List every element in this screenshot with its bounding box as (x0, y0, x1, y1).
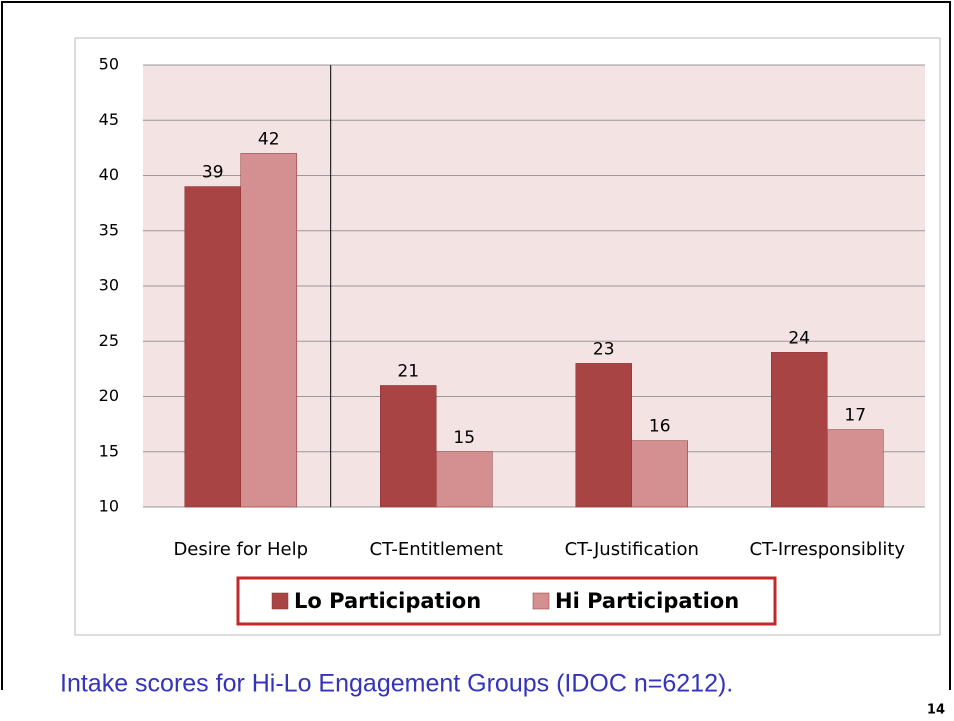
value-label: 24 (788, 328, 810, 348)
value-label: 16 (649, 417, 671, 437)
y-tick-label: 35 (99, 220, 119, 239)
value-label: 21 (397, 361, 419, 381)
bar (184, 186, 241, 508)
y-tick-label: 20 (99, 386, 119, 405)
legend-box (236, 576, 777, 626)
legend-swatch (271, 592, 289, 610)
legend-label: Hi Participation (555, 589, 739, 613)
slide-border (1, 1, 951, 690)
x-tick-label: CT-Irresponsiblity (749, 539, 905, 560)
bar (827, 429, 884, 508)
y-tick-label: 50 (99, 55, 119, 74)
page-number: 14 (927, 703, 945, 718)
y-tick-label: 45 (99, 110, 119, 129)
y-tick-label: 15 (99, 441, 119, 460)
y-tick-label: 40 (99, 165, 119, 184)
value-label: 39 (202, 163, 224, 183)
bar (575, 363, 632, 508)
value-label: 23 (593, 339, 615, 359)
legend-label: Lo Participation (294, 589, 481, 613)
y-tick-label: 25 (99, 331, 119, 350)
value-label: 15 (453, 428, 475, 448)
bar (771, 352, 828, 508)
value-label: 42 (258, 129, 280, 149)
bar (631, 440, 688, 508)
legend-swatch (532, 592, 550, 610)
y-tick-label: 30 (99, 276, 119, 295)
caption: Intake scores for Hi-Lo Engagement Group… (60, 670, 733, 698)
bar (240, 153, 297, 508)
x-tick-label: CT-Justification (565, 539, 699, 560)
value-label: 17 (844, 406, 866, 426)
y-tick-label: 10 (99, 497, 119, 516)
x-tick-label: CT-Entitlement (370, 539, 503, 560)
bar (380, 385, 437, 508)
bar (436, 451, 493, 508)
x-tick-label: Desire for Help (173, 539, 308, 560)
